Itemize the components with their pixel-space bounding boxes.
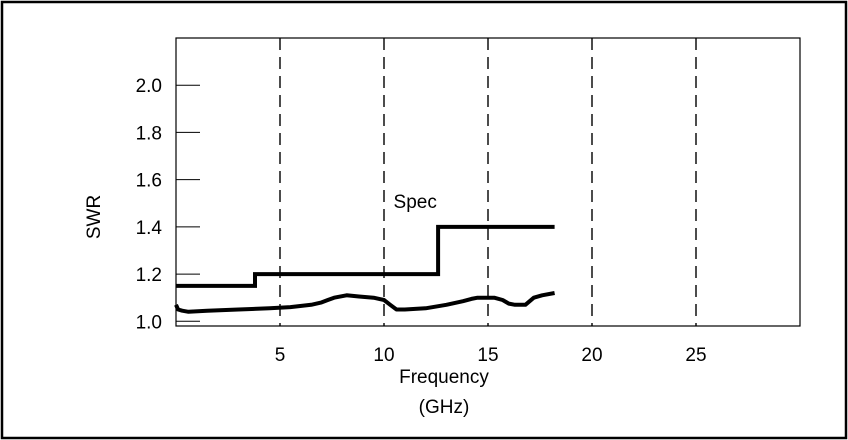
y-tick-label: 1.2 [136, 265, 162, 286]
y-tick-label: 1.0 [136, 312, 162, 333]
x-tick-label: 20 [581, 345, 602, 366]
x-tick-label: 10 [373, 345, 394, 366]
y-axis-ticks: 1.0 1.2 1.4 1.6 1.8 2.0 [136, 76, 200, 333]
series-layer [174, 224, 555, 314]
series-measured-line [174, 291, 555, 314]
spec-annotation: Spec [394, 192, 437, 213]
x-tick-label: 15 [477, 345, 498, 366]
series-spec-line [176, 224, 555, 288]
x-tick-label: 25 [685, 345, 706, 366]
y-tick-label: 1.6 [136, 171, 162, 192]
x-axis-label-line2: (GHz) [419, 397, 470, 418]
y-tick-label: 1.4 [136, 218, 163, 239]
y-axis-label: SWR [84, 195, 105, 239]
x-axis-ticks: 5 10 15 20 25 [275, 345, 707, 366]
gridlines [279, 38, 697, 326]
x-axis-label-line1: Frequency [399, 367, 489, 388]
x-tick-label: 5 [275, 345, 286, 366]
y-tick-label: 1.8 [136, 123, 162, 144]
y-tick-label: 2.0 [136, 76, 162, 97]
